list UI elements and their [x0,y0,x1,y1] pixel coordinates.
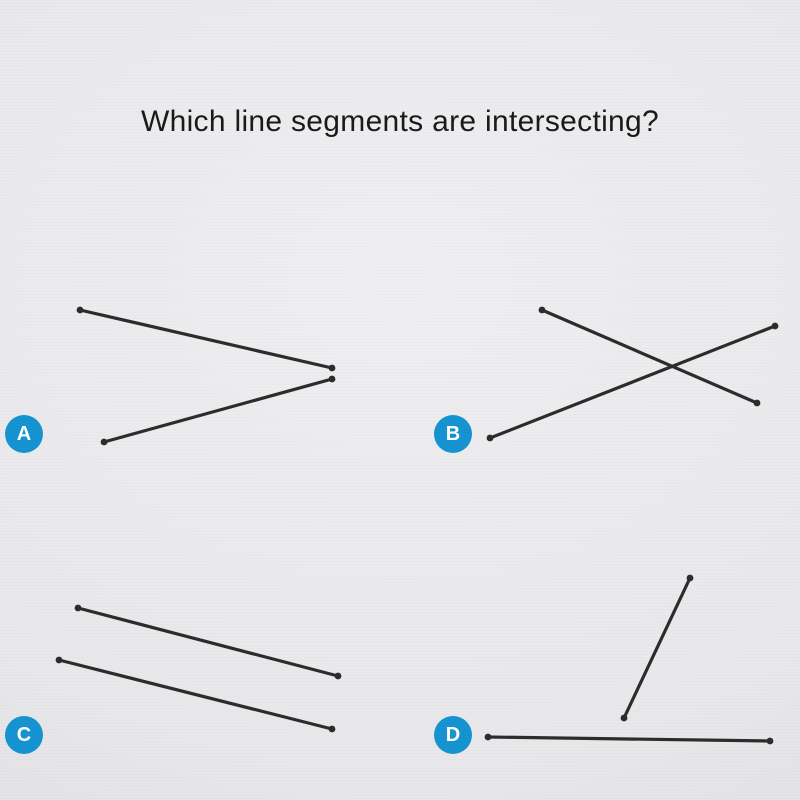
segment-endpoint [335,673,342,680]
option-A-segment-1 [80,310,332,368]
option-D-segment-1 [488,737,770,741]
segment-endpoint [754,400,761,407]
answer-badge-B[interactable]: B [434,415,472,453]
worksheet-page: Which line segments are intersecting? AB… [0,0,800,800]
segment-endpoint [329,376,336,383]
answer-badge-C[interactable]: C [5,716,43,754]
segment-endpoint [487,435,494,442]
option-B-segment-1 [490,326,775,438]
option-D-segments [485,575,774,745]
segment-endpoint [539,307,546,314]
answer-badge-D[interactable]: D [434,716,472,754]
segment-endpoint [485,734,492,741]
segment-endpoint [101,439,108,446]
option-C-segments [56,605,342,733]
answer-badge-A[interactable]: A [5,415,43,453]
segment-endpoint [329,726,336,733]
option-D-segment-2 [624,578,690,718]
option-B-segment-2 [542,310,757,403]
option-C-segment-2 [59,660,332,729]
option-A-segment-2 [104,379,332,442]
segment-endpoint [56,657,63,664]
option-C-segment-1 [78,608,338,676]
answer-diagrams [0,0,800,800]
option-A-segments [77,307,336,446]
segment-endpoint [772,323,779,330]
segment-endpoint [75,605,82,612]
segment-endpoint [767,738,774,745]
segment-endpoint [329,365,336,372]
option-B-segments [487,307,779,442]
segment-endpoint [621,715,628,722]
segment-endpoint [687,575,694,582]
segment-endpoint [77,307,84,314]
